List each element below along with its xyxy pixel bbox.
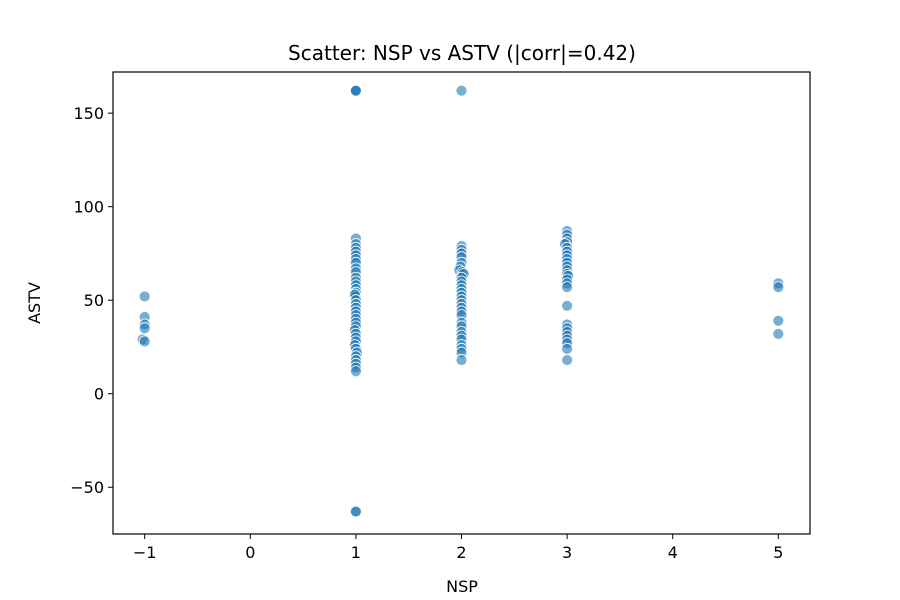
points-layer xyxy=(136,84,785,518)
y-tick-label: 150 xyxy=(73,104,104,123)
chart-title: Scatter: NSP vs ASTV (|corr|=0.42) xyxy=(288,41,636,65)
scatter-point xyxy=(455,84,468,97)
plot-frame xyxy=(112,71,811,535)
scatter-point xyxy=(772,314,785,327)
x-tick-label: 5 xyxy=(773,543,783,562)
scatter-point xyxy=(138,290,151,303)
x-axis-label: NSP xyxy=(446,577,478,596)
x-tick-label: 2 xyxy=(456,543,466,562)
scatter-point xyxy=(138,335,151,348)
y-axis-ticks: −50 0 50 100 150 xyxy=(70,104,113,497)
x-axis-ticks: −1 0 1 2 3 4 5 xyxy=(133,534,783,562)
y-tick-label: 0 xyxy=(94,385,104,404)
x-tick-label: 3 xyxy=(562,543,572,562)
scatter-point xyxy=(772,327,785,340)
x-tick-label: 0 xyxy=(245,543,255,562)
x-tick-label: 1 xyxy=(351,543,361,562)
y-axis-label: ASTV xyxy=(25,282,44,324)
scatter-point xyxy=(772,281,785,294)
scatter-point xyxy=(349,505,362,518)
scatter-point xyxy=(561,342,574,355)
y-tick-label: −50 xyxy=(70,478,104,497)
scatter-point xyxy=(349,84,362,97)
x-tick-label: 4 xyxy=(668,543,678,562)
scatter-point xyxy=(561,299,574,312)
y-tick-label: 100 xyxy=(73,198,104,217)
scatter-point xyxy=(561,354,574,366)
scatter-point xyxy=(349,365,362,378)
x-tick-label: −1 xyxy=(133,543,157,562)
scatter-point xyxy=(561,281,574,294)
scatter-point xyxy=(455,354,468,366)
scatter-point xyxy=(138,322,151,335)
y-tick-label: 50 xyxy=(84,291,104,310)
